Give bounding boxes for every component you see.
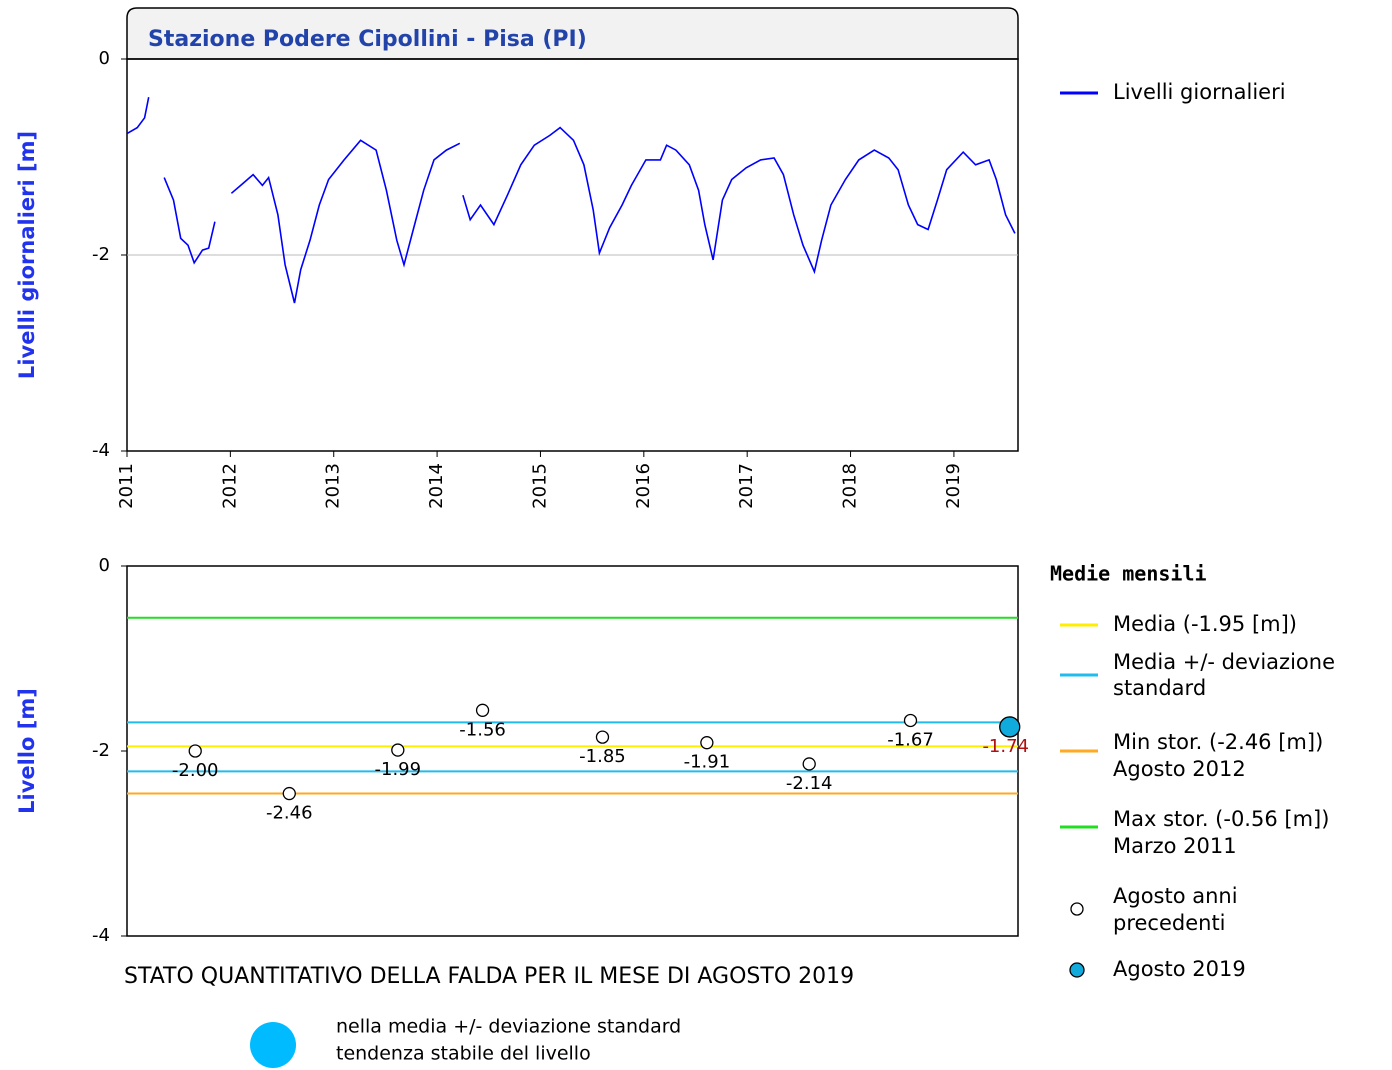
legend-marker — [1069, 962, 1085, 978]
y-tick-label: -2 — [92, 740, 110, 761]
data-point — [595, 730, 610, 744]
data-label: -2.00 — [172, 760, 219, 781]
data-point — [475, 703, 490, 717]
y-tick-label: -4 — [92, 440, 110, 461]
status-title: STATO QUANTITATIVO DELLA FALDA PER IL ME… — [124, 964, 854, 989]
data-label: -1.99 — [375, 759, 422, 780]
data-point — [802, 757, 816, 771]
data-point — [282, 786, 296, 801]
data-line — [126, 97, 1016, 304]
x-tick-label: 2012 — [219, 463, 240, 509]
x-tick-label: 2011 — [116, 463, 137, 509]
legend-label: Max stor. (-0.56 [m]) — [1113, 807, 1329, 831]
data-label: -1.74 — [982, 736, 1029, 757]
legend-title: Medie mensili — [1050, 562, 1207, 586]
y-tick-label: -4 — [92, 925, 110, 946]
status-icon — [250, 1022, 296, 1068]
y-axis-title: Livello [m] — [15, 688, 39, 814]
status-line: tendenza stabile del livello — [336, 1043, 591, 1065]
plot-area — [126, 565, 1019, 937]
legend-label: Livelli giornalieri — [1113, 80, 1286, 104]
x-tick-label: 2019 — [943, 463, 964, 509]
x-tick-label: 2018 — [840, 463, 861, 509]
legend-label: Agosto 2012 — [1113, 757, 1246, 781]
legend-marker — [1070, 902, 1084, 916]
legend-label: Media +/- deviazione — [1113, 650, 1335, 674]
y-axis-title: Livelli giornalieri [m] — [15, 131, 39, 379]
legend-label: Agosto 2019 — [1113, 957, 1246, 981]
status-line: nella media +/- deviazione standard — [336, 1016, 681, 1038]
x-tick-label: 2015 — [529, 463, 550, 509]
data-point — [700, 736, 714, 750]
x-tick-label: 2013 — [323, 463, 344, 509]
data-point — [903, 713, 918, 728]
legend-label: Agosto anni — [1113, 884, 1238, 908]
data-point — [188, 744, 202, 758]
data-point — [391, 743, 405, 757]
y-tick-label: -2 — [92, 244, 110, 265]
data-label: -1.67 — [887, 729, 934, 750]
legend-label: standard — [1113, 676, 1206, 700]
x-tick-label: 2017 — [736, 463, 757, 509]
chart-title: Stazione Podere Cipollini - Pisa (PI) — [148, 27, 587, 52]
data-point — [999, 716, 1021, 738]
data-label: -1.56 — [459, 719, 506, 740]
x-tick-label: 2014 — [426, 463, 447, 509]
legend-label: Marzo 2011 — [1113, 834, 1237, 858]
data-label: -2.46 — [266, 803, 313, 824]
legend-label: Media (-1.95 [m]) — [1113, 612, 1297, 636]
data-label: -2.14 — [786, 773, 833, 794]
data-label: -1.85 — [579, 746, 626, 767]
data-label: -1.91 — [684, 752, 731, 773]
title-box — [126, 7, 1019, 60]
y-tick-label: 0 — [99, 555, 110, 576]
legend-label: Min stor. (-2.46 [m]) — [1113, 730, 1323, 754]
y-tick-label: 0 — [99, 48, 110, 69]
legend-label: precedenti — [1113, 911, 1226, 935]
x-tick-label: 2016 — [633, 463, 654, 509]
